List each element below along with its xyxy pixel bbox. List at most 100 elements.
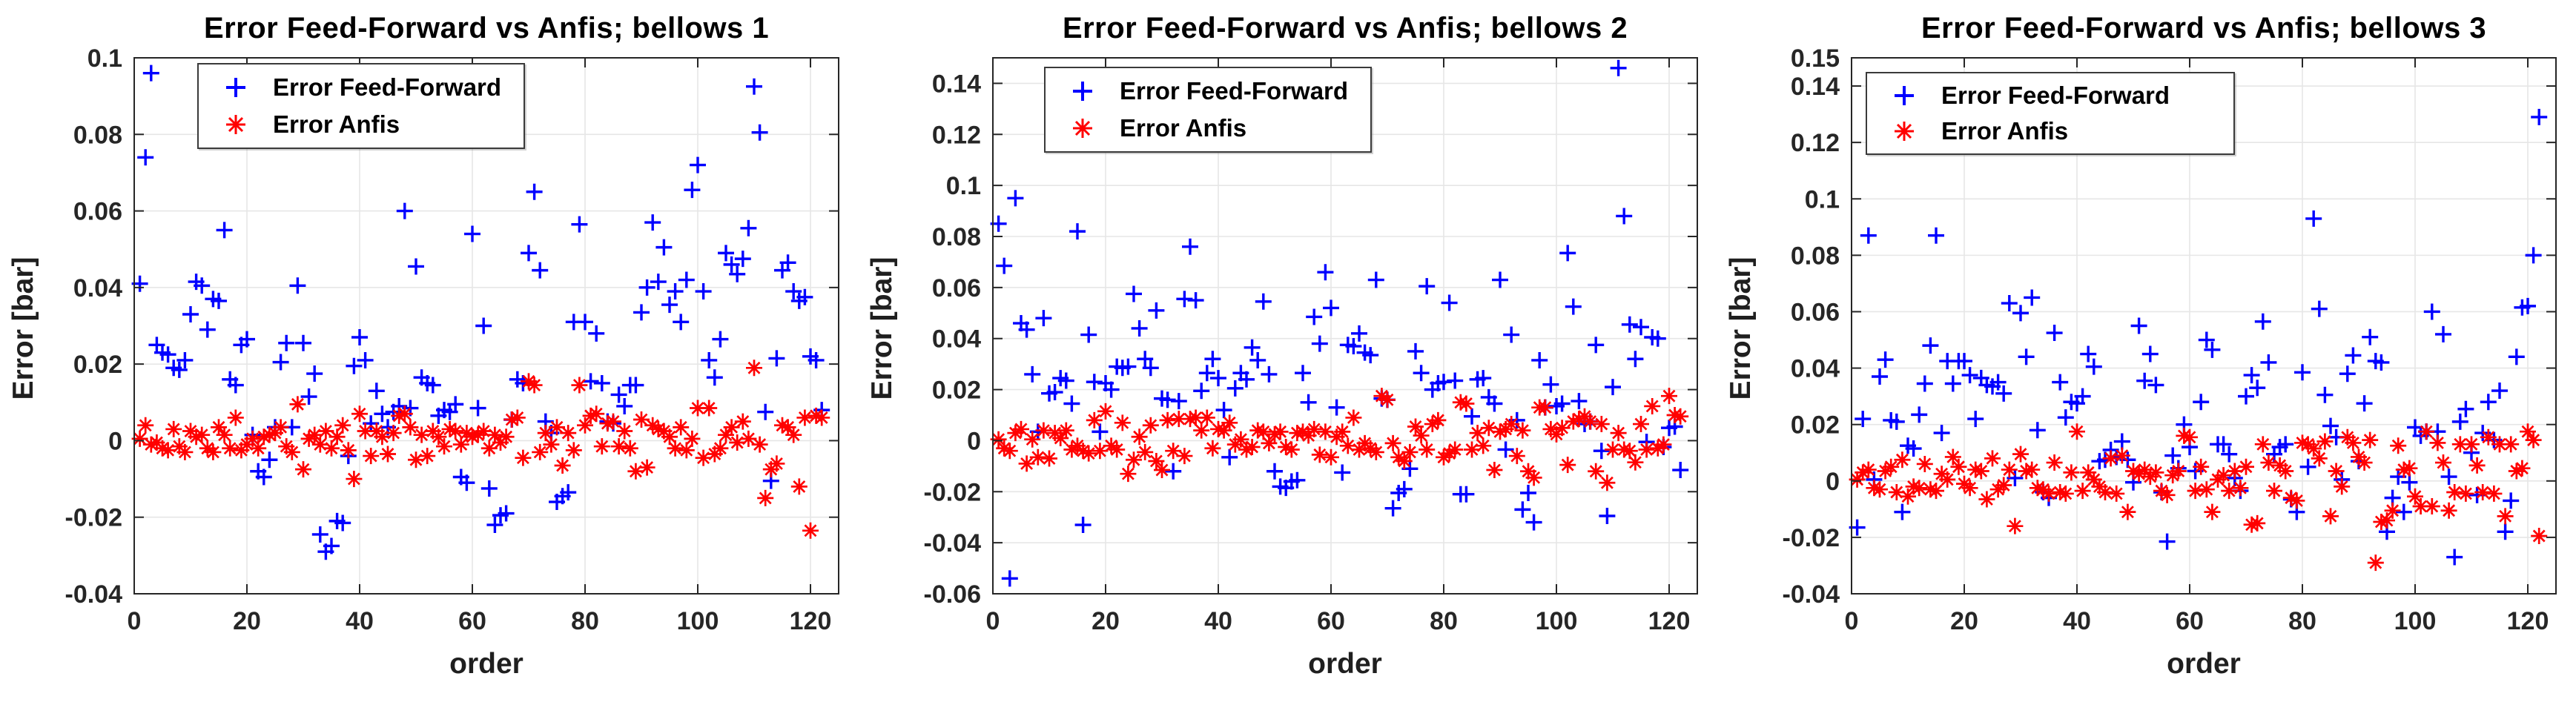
y-tick-label: -0.02 <box>924 478 982 506</box>
data-point <box>1379 391 1396 408</box>
legend-label: Error Feed-Forward <box>1941 81 2170 109</box>
data-point <box>1317 423 1334 440</box>
data-point <box>1967 461 1984 478</box>
data-point <box>2260 454 2277 471</box>
data-point <box>2367 554 2384 572</box>
data-point <box>2463 436 2480 453</box>
data-point <box>2007 517 2024 534</box>
data-point <box>1210 370 1226 387</box>
data-point <box>526 183 543 200</box>
data-point <box>1334 464 1351 481</box>
data-point <box>2288 492 2305 509</box>
data-point <box>2136 372 2153 389</box>
data-point <box>1159 411 1176 428</box>
data-point <box>137 149 154 166</box>
data-point <box>2531 527 2548 544</box>
legend-label: Error Anfis <box>1120 114 1247 142</box>
data-point <box>2170 463 2187 480</box>
data-point <box>486 426 503 443</box>
data-point <box>1182 411 1198 428</box>
data-point <box>593 374 610 391</box>
data-point <box>638 459 655 476</box>
data-point <box>2339 428 2356 446</box>
data-point <box>239 436 255 453</box>
data-point <box>1035 310 1052 327</box>
data-point <box>1888 413 1905 430</box>
data-point <box>2446 484 2463 501</box>
data-point <box>289 277 306 294</box>
data-point <box>2356 454 2373 471</box>
data-point <box>159 442 176 459</box>
asterisk-marker-icon <box>1046 116 1120 141</box>
data-point <box>790 478 808 495</box>
x-tick-label: 60 <box>1317 607 1345 635</box>
y-tick-label: 0.14 <box>932 70 981 98</box>
data-point <box>2345 434 2362 451</box>
data-point <box>1627 351 1644 368</box>
data-point <box>2215 467 2232 484</box>
data-point <box>2451 436 2468 453</box>
data-point <box>1255 293 1272 310</box>
data-point <box>571 377 588 394</box>
data-point <box>165 420 182 437</box>
data-point <box>1232 431 1249 448</box>
data-point <box>1672 408 1689 425</box>
data-point <box>1911 480 1928 497</box>
data-point <box>1295 423 1311 440</box>
x-tick-label: 100 <box>1536 607 1578 635</box>
data-point <box>2097 484 2113 501</box>
data-point <box>176 443 194 460</box>
data-point <box>515 449 532 466</box>
x-tick-label: 20 <box>1950 607 1978 635</box>
data-point <box>1198 409 1215 426</box>
data-point <box>621 440 638 457</box>
data-point <box>2080 464 2097 481</box>
data-point <box>2254 436 2271 453</box>
data-point <box>1492 271 1508 288</box>
data-point <box>627 377 644 394</box>
data-point <box>2226 463 2243 480</box>
data-point <box>1092 423 1109 440</box>
data-point <box>1649 330 1666 347</box>
data-point <box>1407 418 1424 435</box>
data-point <box>311 526 328 543</box>
data-point <box>261 426 278 443</box>
data-point <box>498 505 515 522</box>
data-point <box>650 274 667 291</box>
series-error-anfis <box>1849 423 2548 572</box>
data-point <box>1855 411 1872 428</box>
data-point <box>1441 294 1458 311</box>
data-point <box>599 415 616 432</box>
data-point <box>1266 425 1283 443</box>
data-point <box>2271 457 2288 474</box>
tick-labels: 0 20 40 60 80 100 120 -0.04 -0.02 0 0.02 0.04 0.06 0.… <box>65 44 832 635</box>
data-point <box>2029 422 2046 439</box>
x-tick-label: 100 <box>2394 607 2437 635</box>
data-point <box>740 219 757 236</box>
data-point <box>813 409 830 426</box>
y-tick-label: 0.1 <box>946 172 981 200</box>
data-point <box>1452 394 1469 411</box>
data-point <box>1933 466 1950 483</box>
data-point <box>278 438 295 455</box>
data-point <box>272 354 289 371</box>
legend-label: Error Feed-Forward <box>1120 77 1349 105</box>
data-point <box>441 420 458 437</box>
data-point <box>1120 466 1137 483</box>
data-point <box>1464 408 1480 425</box>
data-point <box>1497 441 1514 458</box>
data-point <box>480 440 498 457</box>
data-point <box>2305 210 2322 227</box>
axis-box <box>992 57 1698 595</box>
data-point <box>1638 441 1655 458</box>
data-point <box>357 351 374 368</box>
data-point <box>1633 319 1649 336</box>
data-point <box>1221 414 1238 431</box>
x-tick-label: 40 <box>2063 607 2091 635</box>
data-point <box>2316 433 2334 450</box>
data-point <box>188 428 205 446</box>
data-point <box>1384 500 1401 517</box>
data-point <box>2362 328 2379 345</box>
data-point <box>779 254 796 271</box>
chart-title: Error Feed-Forward vs Anfis; bellows 2 <box>1062 12 1628 44</box>
